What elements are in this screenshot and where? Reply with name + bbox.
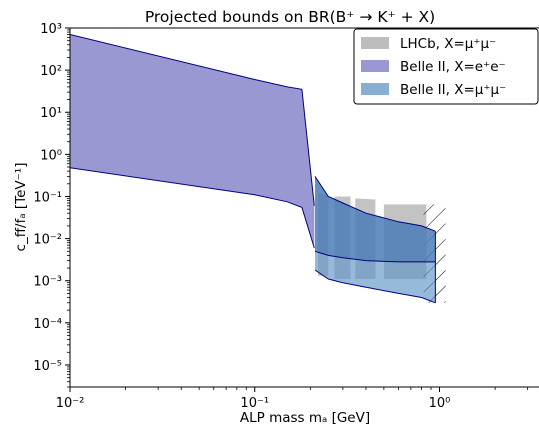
legend-label-belle-mumu: Belle II, X=μ⁺μ⁻ (400, 82, 506, 98)
x-tick-label: 10⁰ (429, 396, 451, 411)
legend-swatch-belle-ee (361, 60, 389, 72)
legend-label-lhcb: LHCb, X=μ⁺μ⁻ (400, 36, 496, 52)
belle-mumu-inner-band (315, 176, 436, 262)
legend-label-belle-ee: Belle II, X=e⁺e⁻ (400, 59, 506, 75)
belle-ee-lower-edge (70, 167, 315, 249)
y-tick-label: 10¹ (40, 106, 62, 121)
legend-swatch-belle-mumu (361, 83, 389, 95)
plot-area (70, 34, 446, 304)
y-axis: 10⁻⁵ 10⁻⁴ 10⁻³ 10⁻² 10⁻¹ 10⁰ 10¹ 10² 10³ (33, 22, 70, 388)
belle-ee-band (70, 34, 315, 248)
legend: LHCb, X=μ⁺μ⁻ Belle II, X=e⁺e⁻ Belle II, X=… (353, 28, 539, 105)
x-tick-label: 10⁻¹ (240, 396, 269, 411)
legend-swatch-lhcb (361, 37, 389, 49)
y-tick-label: 10⁻⁵ (33, 359, 62, 374)
belle-mumu-inner-edge (314, 250, 436, 263)
y-tick-label: 10⁰ (40, 148, 62, 163)
chart-title: Projected bounds on BR(B⁺ → K⁺ + X) (145, 8, 435, 26)
legend-frame (353, 28, 539, 105)
x-tick-label: 10⁻² (56, 396, 85, 411)
y-tick-label: 10⁻⁴ (33, 317, 62, 332)
x-axis-label: ALP mass mₐ [GeV] (240, 410, 370, 426)
y-axis-label: c_ff/fₐ [TeV⁻¹] (13, 163, 29, 252)
y-tick-label: 10³ (40, 22, 62, 37)
belle-ee-upper-edge (70, 34, 315, 206)
belle-mumu-lower-edge (314, 269, 436, 304)
y-tick-label: 10⁻² (33, 233, 62, 248)
y-tick-label: 10⁻³ (33, 275, 62, 290)
belle-mumu-upper-edge (314, 176, 436, 232)
y-tick-label: 10⁻¹ (33, 190, 62, 205)
x-axis: 10⁻² 10⁻¹ 10⁰ (56, 387, 529, 411)
plot-frame (69, 27, 539, 388)
y-tick-label: 10² (40, 64, 62, 79)
